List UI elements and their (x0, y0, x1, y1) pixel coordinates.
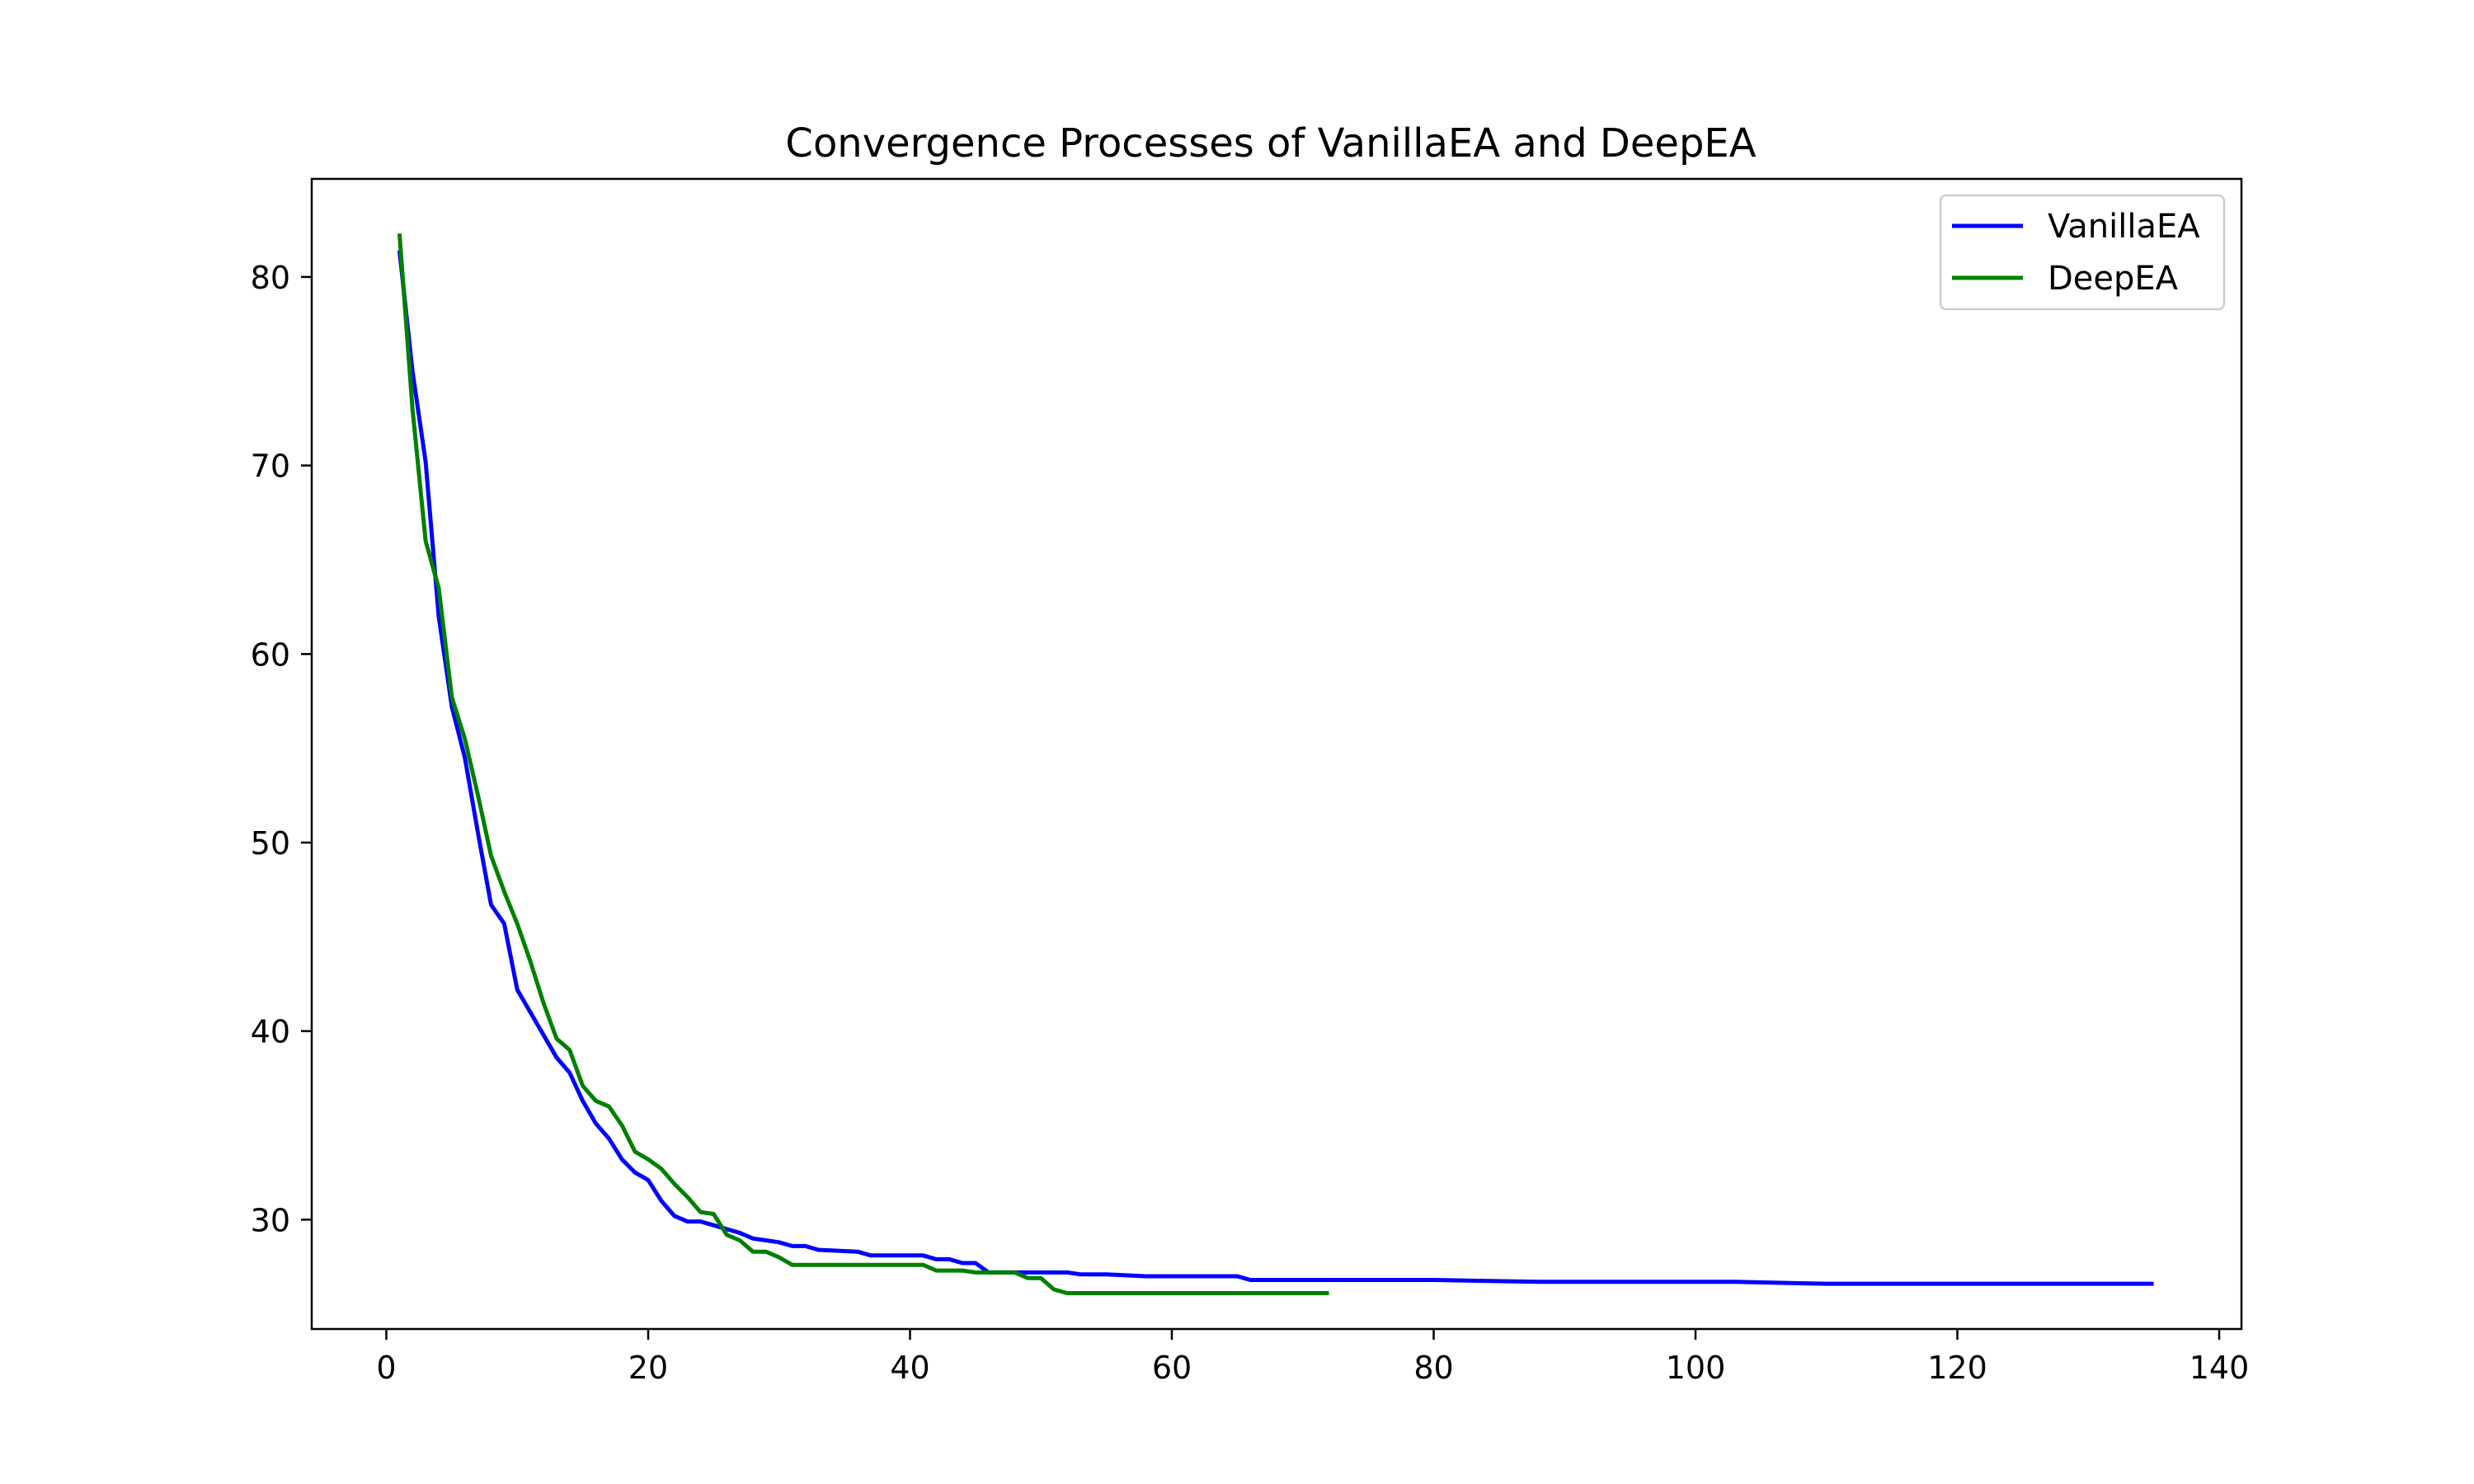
y-tick-label: 80 (251, 260, 290, 296)
x-tick-label: 100 (1666, 1350, 1726, 1386)
y-tick-label: 30 (251, 1202, 290, 1238)
x-tick-label: 140 (2189, 1350, 2250, 1386)
legend-label-deepea: DeepEA (2048, 260, 2179, 298)
plot-lines (397, 233, 2154, 1295)
plot-frame (310, 177, 2243, 1331)
legend: VanillaEA DeepEA (1939, 194, 2226, 311)
series-line-vanillaea (397, 250, 2154, 1286)
x-tick-label: 80 (1413, 1350, 1453, 1386)
y-tick-label: 70 (251, 448, 290, 485)
y-tick-label: 60 (251, 636, 290, 673)
legend-label-vanillaea: VanillaEA (2048, 208, 2200, 246)
y-tick-label: 50 (251, 825, 290, 862)
x-axis: 0 20 40 60 80 100 120 140 (376, 1329, 2249, 1386)
x-tick-label: 20 (628, 1350, 668, 1386)
series-line-deepea (397, 233, 1329, 1295)
y-axis: 30 40 50 60 70 80 (251, 260, 312, 1238)
y-tick-label: 40 (251, 1014, 290, 1050)
x-tick-label: 40 (890, 1350, 929, 1386)
x-tick-label: 120 (1927, 1350, 1987, 1386)
x-tick-label: 60 (1152, 1350, 1192, 1386)
chart-title: Convergence Processes of VanillaEA and D… (785, 120, 1756, 167)
x-tick-label: 0 (376, 1350, 396, 1386)
